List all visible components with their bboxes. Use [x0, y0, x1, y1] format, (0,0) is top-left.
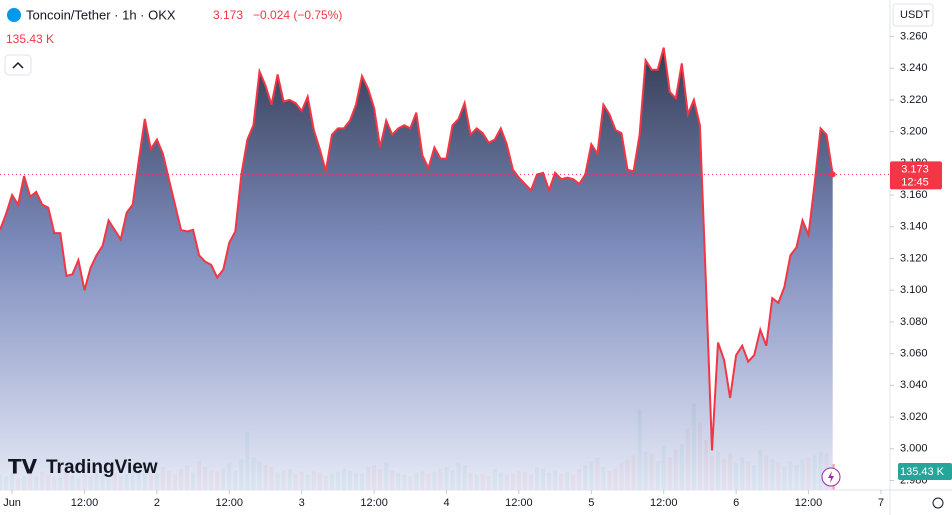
y-tick-label: 3.000	[900, 443, 928, 455]
price-badge-countdown: 12:45	[901, 176, 929, 188]
y-tick-label: 3.100	[900, 284, 928, 296]
x-tick-label: 12:00	[360, 497, 388, 509]
y-tick-label: 3.080	[900, 316, 928, 328]
y-tick-label: 3.160	[900, 189, 928, 201]
x-tick-label: 5	[588, 497, 594, 509]
y-tick-label: 3.040	[900, 379, 928, 391]
y-tick-label: 3.020	[900, 411, 928, 423]
price-badge	[890, 161, 942, 190]
price-area	[0, 47, 833, 490]
x-tick-label: 4	[443, 497, 449, 509]
settings-icon[interactable]	[932, 497, 944, 509]
volume-badge	[898, 463, 952, 480]
currency-button[interactable]	[892, 3, 934, 27]
x-tick-label: 2	[154, 497, 160, 509]
y-tick-label: 3.120	[900, 252, 928, 264]
y-tick-label: 3.140	[900, 221, 928, 233]
x-tick-label: 12:00	[650, 497, 678, 509]
y-tick-label: 3.240	[900, 62, 928, 74]
x-tick-label: 12:00	[71, 497, 99, 509]
chart-title: Toncoin/Tether · 1h · OKX	[26, 7, 176, 22]
plot-area	[0, 47, 835, 490]
lightning-icon	[828, 471, 834, 483]
currency-label: USDT	[900, 9, 930, 21]
x-tick-label: 6	[733, 497, 739, 509]
coin-icon	[7, 8, 21, 22]
last-point	[829, 171, 836, 178]
x-tick-label: 12:00	[795, 497, 823, 509]
chevron-icon	[12, 61, 24, 69]
price-line	[0, 47, 834, 451]
y-tick-label: 3.260	[900, 30, 928, 42]
logo-text: TradingView	[46, 457, 158, 478]
collapse-button[interactable]	[4, 54, 32, 76]
x-tick-label: 3	[299, 497, 305, 509]
y-tick-label: 3.060	[900, 348, 928, 360]
y-tick-label: 3.220	[900, 94, 928, 106]
last-price: 3.173	[213, 8, 243, 22]
x-tick-label: 12:00	[505, 497, 533, 509]
x-tick-label: 7	[878, 497, 884, 509]
price-badge-value: 3.173	[901, 163, 929, 175]
volume-value: 135.43 K	[6, 32, 54, 46]
logo-mark: 𝗧𝗩	[8, 456, 38, 478]
x-tick-label: Jun	[3, 497, 21, 509]
y-tick-label: 3.200	[900, 126, 928, 138]
volume-badge-value: 135.43 K	[900, 466, 945, 478]
x-tick-label: 12:00	[216, 497, 244, 509]
price-change: −0.024 (−0.75%)	[253, 8, 342, 22]
